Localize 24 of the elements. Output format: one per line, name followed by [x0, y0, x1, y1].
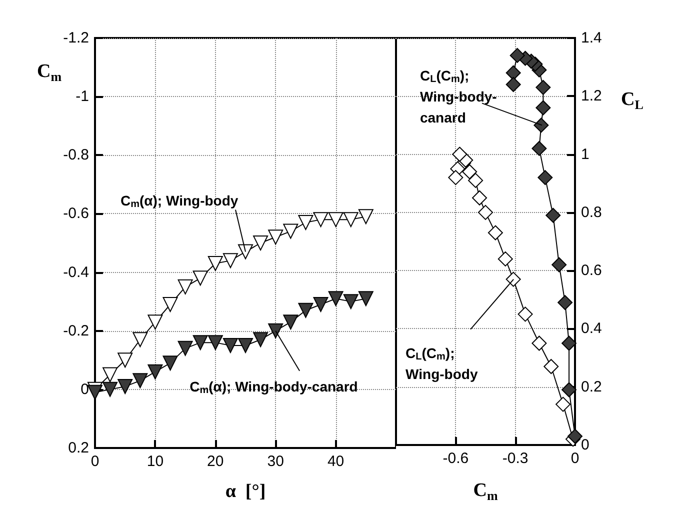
y-tick-label: 1.4	[581, 30, 602, 46]
y-tick-label: 0.2	[581, 378, 602, 396]
y-tick-label: -1	[76, 88, 89, 106]
x-tick-label: 40	[327, 453, 344, 470]
x-tick-label: -0.3	[502, 450, 528, 467]
x-axis-title: α [°]	[225, 481, 266, 502]
y-tick-label: -0.2	[63, 322, 89, 340]
y-tick-label: 0	[581, 436, 590, 454]
y-tick-label: -0.8	[63, 146, 89, 164]
y-tick-label: 1	[581, 146, 590, 163]
y-tick-label: 0.8	[581, 204, 602, 221]
x-tick-label: -0.6	[442, 450, 469, 467]
y-tick-label: -1.2	[63, 30, 89, 46]
y-tick-label: 0.6	[581, 262, 602, 280]
y-tick-label: 0.4	[581, 320, 602, 338]
y-tick-label: -0.6	[63, 205, 89, 222]
x-tick-label: 0	[90, 453, 100, 470]
y-tick-label: 0	[80, 380, 89, 398]
x-tick-label: 10	[146, 453, 164, 470]
x-tick-label: 20	[207, 453, 224, 470]
x-tick-label: 30	[267, 453, 284, 470]
y-tick-label: -0.4	[63, 264, 89, 281]
y-tick-label: 0.2	[68, 440, 89, 456]
y-tick-label: 1.2	[581, 88, 602, 105]
